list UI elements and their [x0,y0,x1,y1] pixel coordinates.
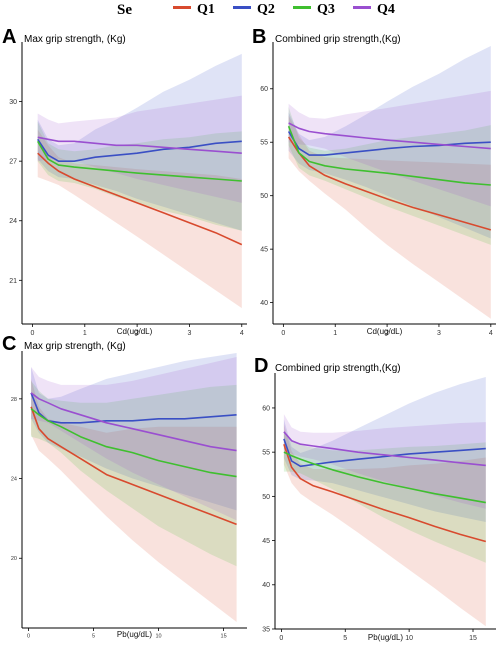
panel-b-x-tick-label: 0 [281,330,285,337]
panel-b-y-tick-label: 50 [260,193,268,200]
legend-item-q1: Q1 [173,2,215,18]
panel-c-series-line-q3 [30,408,237,478]
panel-c-ci-band-q3 [31,380,237,567]
legend-title: Se [117,2,132,18]
panel-a: A Max grip strength, (Kg) 21 24 27 30 0 1 2 3 4 C… [0,24,249,337]
panel-b-y-tick-label: 55 [260,140,268,147]
panel-d-x-tick-label: 0 [279,635,283,642]
panel-d-x-tick-label: 5 [343,635,347,642]
panel-d-ci-band-q4 [283,414,486,509]
panel-a-series-line-q2 [37,138,242,162]
panel-letter-b: B [252,26,267,48]
panel-b-ci-band-q2 [288,46,491,239]
panel-b-x-tick-label: 1 [333,330,337,337]
panel-b: B Combined grip strength,(Kg) 40 45 50 55 60… [249,24,498,337]
panel-a-ci-band-q4 [37,95,242,203]
panel-c-series-line-q1 [30,406,237,526]
panel-b-x-axis-label: Cd(ug/dL) [367,327,403,336]
panel-c-ci-band-q4 [31,357,237,521]
panel-a-x-tick-label: 3 [187,330,191,337]
panel-d-y-tick-label: 45 [262,538,270,545]
panel-d: D Combined grip strength,(Kg) 35 40 45 50 55… [249,335,498,650]
chart-b: 40 45 50 55 60 0 1 2 3 4 Cd(ug/dL) [260,42,496,337]
legend-item-q2: Q2 [233,2,275,18]
panel-a-ci-band-q1 [37,129,242,309]
panel-c-x-axis-label: Pb(ug/dL) [117,630,152,639]
panel-letter-a: A [2,26,17,48]
panel-a-x-tick-label: 0 [31,330,35,337]
panel-a-x-axis-label: Cd(ug/dL) [117,327,153,336]
panel-a-y-tick-label: 30 [9,99,17,106]
panel-a-series-line-q3 [37,140,242,182]
panel-d-series-line-q4 [283,431,486,467]
panel-d-y-tick-label: 50 [262,494,270,501]
panel-c-x-tick-label: 10 [155,634,161,640]
panel-title-a: Max grip strength, (Kg) [24,34,126,45]
panel-b-series-line-q4 [288,122,491,150]
panel-b-ci-band-q3 [288,106,491,245]
panel-d-series-line-q1 [283,443,487,543]
panel-b-y-tick-label: 45 [260,247,268,254]
panel-d-y-tick-label: 40 [262,582,270,589]
panel-a-x-tick-label: 4 [240,330,244,337]
panel-b-y-tick-label: 40 [260,300,268,307]
panel-letter-c: C [2,333,17,355]
panel-c-x-tick-label: 0 [27,634,30,640]
panel-c-y-tick-label: 24 [11,476,17,482]
panel-d-x-axis-label: Pb(ug/dL) [368,633,403,642]
panel-d-y-tick-label: 55 [262,450,270,457]
panel-a-series-line-q1 [37,152,243,246]
panel-d-y-tick-label: 60 [262,405,270,412]
chart-c: 20 24 28 0 5 10 15 Pb(ug/dL) [11,351,247,640]
legend: Se Q1 Q2 Q3 Q4 [0,0,498,22]
panel-b-series-line-q1 [287,136,492,231]
panel-d-x-tick-label: 15 [469,635,477,642]
legend-swatch-q1 [173,6,191,10]
panel-d-series-line-q3 [283,451,486,504]
panel-b-x-tick-label: 4 [489,330,493,337]
panel-title-d: Combined grip strength,(Kg) [275,363,401,374]
legend-item-q4: Q4 [353,2,395,18]
legend-label-q2: Q2 [257,2,275,17]
legend-label-q4: Q4 [377,2,395,17]
panel-title-b: Combined grip strength,(Kg) [275,34,401,45]
legend-swatch-q4 [353,6,371,10]
panel-letter-d: D [254,355,269,377]
panel-a-y-tick-label: 21 [9,278,17,285]
legend-swatch-q2 [233,6,251,10]
panel-b-x-tick-label: 2 [385,330,389,337]
legend-item-q3: Q3 [293,2,335,18]
panel-c-y-tick-label: 28 [11,397,17,403]
panel-c-x-tick-label: 15 [221,634,227,640]
panel-title-c: Max grip strength, (Kg) [24,341,126,352]
panel-c-ci-band-q2 [31,353,237,511]
panel-b-x-tick-label: 3 [437,330,441,337]
panel-c-series-line-q4 [30,392,237,452]
panel-b-y-tick-label: 60 [260,86,268,93]
panel-d-series-line-q2 [283,438,486,468]
panel-c-y-tick-label: 20 [11,556,17,562]
panel-b-ci-band-q1 [288,115,491,319]
panel-d-ci-band-q1 [283,423,486,627]
panel-a-ci-band-q2 [37,53,242,231]
legend-label-q3: Q3 [317,2,335,17]
panel-d-ci-band-q2 [283,377,486,522]
panel-b-series-line-q3 [287,125,491,186]
chart-d: 35 40 45 50 55 60 0 5 10 15 Pb(ug/dL) [262,373,496,642]
panel-d-ci-band-q3 [283,432,486,563]
panel-d-y-tick-label: 35 [262,626,270,633]
panel-a-y-tick-label: 24 [9,218,17,225]
legend-label-q1: Q1 [197,2,215,17]
legend-swatch-q3 [293,6,311,10]
panel-a-y-tick-label: 27 [9,159,17,166]
panel-c-ci-band-q1 [31,378,237,622]
chart-a: 21 24 27 30 0 1 2 3 4 Cd(ug/dL) [9,42,247,337]
panel-d-x-tick-label: 10 [405,635,413,642]
panel-a-x-tick-label: 2 [135,330,139,337]
panel-a-series-line-q4 [37,136,242,154]
panel-a-x-tick-label: 1 [83,330,87,337]
panel-c: C Max grip strength, (Kg) 20 24 28 0 5 10 15 Pb… [0,333,249,650]
panel-c-x-tick-label: 5 [92,634,95,640]
